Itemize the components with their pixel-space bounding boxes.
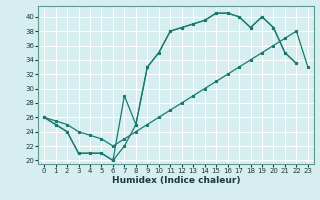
X-axis label: Humidex (Indice chaleur): Humidex (Indice chaleur) [112,176,240,185]
